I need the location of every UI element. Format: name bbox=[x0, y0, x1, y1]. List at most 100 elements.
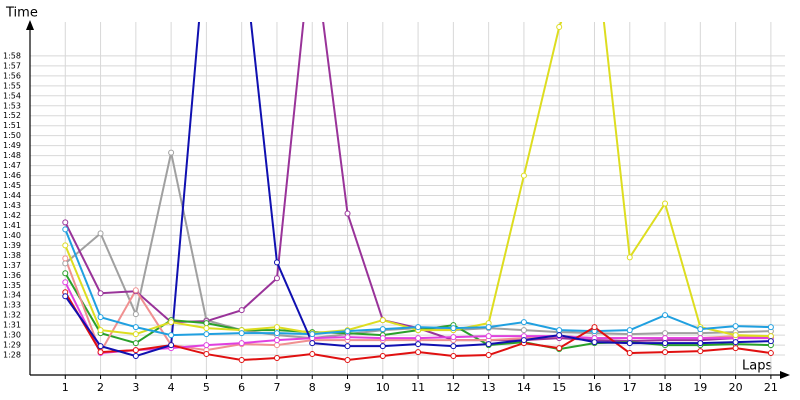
x-tick-label: 6 bbox=[238, 381, 245, 394]
data-point bbox=[203, 342, 210, 349]
y-tick-label: 1:46 bbox=[3, 171, 21, 180]
data-point bbox=[344, 343, 351, 350]
data-point bbox=[273, 342, 280, 349]
data-point bbox=[273, 324, 280, 331]
data-point bbox=[626, 327, 633, 334]
y-axis-label: Time bbox=[5, 6, 38, 21]
x-tick-label: 4 bbox=[168, 381, 175, 394]
y-tick-label: 1:36 bbox=[3, 271, 21, 280]
x-tick-label: 17 bbox=[623, 381, 637, 394]
y-tick-label: 1:58 bbox=[3, 51, 21, 60]
y-tick-label: 1:48 bbox=[3, 151, 21, 160]
x-tick-label: 10 bbox=[376, 381, 390, 394]
data-point bbox=[132, 340, 139, 347]
data-point bbox=[662, 200, 669, 207]
data-point bbox=[450, 343, 457, 350]
data-point bbox=[344, 357, 351, 364]
x-tick-label: 7 bbox=[273, 381, 280, 394]
data-point bbox=[485, 352, 492, 359]
y-tick-label: 1:39 bbox=[3, 241, 21, 250]
data-point bbox=[662, 349, 669, 356]
data-point bbox=[168, 332, 175, 339]
data-point bbox=[273, 259, 280, 266]
y-tick-label: 1:29 bbox=[3, 341, 21, 350]
y-tick-label: 1:31 bbox=[3, 321, 21, 330]
data-point bbox=[309, 331, 316, 338]
y-tick-label: 1:33 bbox=[3, 301, 21, 310]
y-tick-label: 1:32 bbox=[3, 311, 21, 320]
y-tick-label: 1:35 bbox=[3, 281, 21, 290]
data-point bbox=[556, 23, 563, 30]
y-tick-label: 1:50 bbox=[3, 131, 21, 140]
data-point bbox=[662, 312, 669, 319]
y-tick-label: 1:44 bbox=[3, 191, 21, 200]
y-tick-label: 1:40 bbox=[3, 231, 21, 240]
data-point bbox=[273, 330, 280, 337]
data-point bbox=[238, 307, 245, 314]
x-tick-label: 3 bbox=[132, 381, 139, 394]
data-point bbox=[379, 317, 386, 324]
y-tick-label: 1:38 bbox=[3, 251, 21, 260]
data-point bbox=[97, 343, 104, 350]
data-point bbox=[415, 349, 422, 356]
data-point bbox=[626, 350, 633, 357]
data-point bbox=[450, 353, 457, 360]
data-point bbox=[415, 324, 422, 331]
data-point bbox=[238, 357, 245, 364]
data-point bbox=[591, 339, 598, 346]
y-tick-label: 1:56 bbox=[3, 71, 21, 80]
y-tick-label: 1:47 bbox=[3, 161, 21, 170]
data-point bbox=[626, 335, 633, 342]
x-tick-label: 13 bbox=[482, 381, 496, 394]
x-tick-label: 16 bbox=[587, 381, 601, 394]
data-point bbox=[450, 334, 457, 341]
y-tick-label: 1:28 bbox=[3, 351, 21, 360]
data-point bbox=[273, 355, 280, 362]
x-tick-label: 8 bbox=[309, 381, 316, 394]
y-tick-label: 1:52 bbox=[3, 111, 21, 120]
data-point bbox=[591, 324, 598, 331]
data-point bbox=[132, 347, 139, 354]
x-tick-label: 11 bbox=[411, 381, 425, 394]
data-point bbox=[767, 338, 774, 345]
data-point bbox=[97, 349, 104, 356]
data-point bbox=[168, 149, 175, 156]
data-point bbox=[520, 327, 527, 334]
data-point bbox=[309, 351, 316, 358]
y-tick-label: 1:55 bbox=[3, 81, 21, 90]
data-point bbox=[132, 287, 139, 294]
data-point bbox=[485, 341, 492, 348]
data-point bbox=[662, 330, 669, 337]
x-tick-label: 15 bbox=[552, 381, 566, 394]
x-tick-label: 9 bbox=[344, 381, 351, 394]
y-tick-label: 1:37 bbox=[3, 261, 21, 270]
data-point bbox=[556, 332, 563, 339]
data-point bbox=[485, 333, 492, 340]
data-point bbox=[697, 335, 704, 342]
data-point bbox=[662, 340, 669, 347]
data-point bbox=[132, 331, 139, 338]
x-axis-arrow bbox=[780, 371, 790, 379]
y-axis-arrow bbox=[26, 20, 34, 30]
data-point bbox=[344, 328, 351, 335]
data-point bbox=[203, 351, 210, 358]
y-tick-label: 1:30 bbox=[3, 331, 21, 340]
data-point bbox=[767, 350, 774, 357]
data-point bbox=[767, 333, 774, 340]
data-point bbox=[626, 254, 633, 261]
x-tick-label: 21 bbox=[764, 381, 778, 394]
data-point bbox=[732, 323, 739, 330]
data-point bbox=[97, 314, 104, 321]
x-tick-label: 19 bbox=[693, 381, 707, 394]
x-tick-label: 14 bbox=[517, 381, 531, 394]
data-point bbox=[379, 335, 386, 342]
data-point bbox=[273, 337, 280, 344]
data-point bbox=[626, 340, 633, 347]
data-point bbox=[732, 332, 739, 339]
data-point bbox=[379, 353, 386, 360]
y-tick-label: 1:53 bbox=[3, 101, 21, 110]
x-tick-label: 1 bbox=[62, 381, 69, 394]
data-point bbox=[238, 340, 245, 347]
x-tick-label: 2 bbox=[97, 381, 104, 394]
